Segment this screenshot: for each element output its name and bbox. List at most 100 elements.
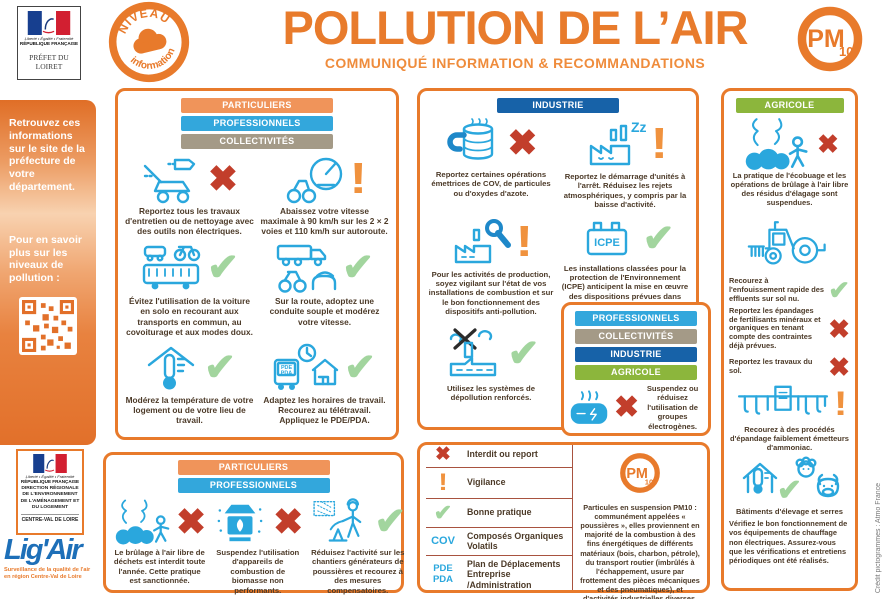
tag-collectivites: COLLECTIVITÉS [575,329,697,344]
item-caption: Reportez tous les travaux d'entretien ou… [125,206,254,237]
svg-text:PDA: PDA [281,370,292,376]
list-item: PDE PDA ✔ Adaptez les horaires de travai… [257,340,392,428]
item-caption: Suspendez l'utilisation d'appareils de c… [216,548,300,595]
item-caption: Évitez l'utilisation de la voiture en so… [126,296,253,337]
panel-citizens-tags: PARTICULIERS PROFESSIONNELS COLLECTIVITÉ… [118,98,396,149]
list-item: Reportez les épandages de fertilisants m… [729,305,850,351]
vigilance-mark: ! [833,385,848,423]
item-caption: Pour les activités de production, soyez … [428,269,554,317]
vigilance-mark: ! [438,468,448,496]
list-item: ✖ Reportez tous les travaux d'entretien … [122,151,257,239]
stamp-exclamation: ! [145,35,155,54]
svg-text:PDE: PDE [281,365,292,371]
item-caption: Sur la route, adoptez une conduite soupl… [269,296,380,327]
dreal-name: DIRECTION RÉGIONALE DE L'ENVIRONNEMENT D… [20,486,80,511]
list-item: ! Pour les activités de production, soye… [424,213,558,323]
item-caption: Recourez à l'enfouissement rapide des ef… [729,276,824,303]
niveau-information-stamp: NIVEAU ! information [106,0,192,85]
tag-professionnels: PROFESSIONNELS [181,116,333,131]
list-item: Reportez les travaux du sol. ✖ [729,354,850,380]
icpe-icon: ICPE [586,221,627,255]
panel-legend: ✖ Interdit ou report ! Vigilance ✔ Bonne… [417,442,710,599]
vigilance-mark: ! [650,119,669,168]
sidebar-info-text: Retrouvez ces informations sur le site d… [9,117,85,193]
french-flag-icon [27,11,71,35]
cloud-alert-icon [133,28,167,54]
forbid-mark: ✖ [435,443,451,465]
svg-text:10: 10 [645,478,654,487]
good-practice-mark: ✔ [374,501,407,543]
ligair-tagline: Surveillance de la qualité de l'air en r… [4,567,91,581]
item-caption: Abaissez votre vitesse maximale à 90 km/… [260,206,389,237]
good-practice-mark: ✔ [642,217,675,260]
list-item: ✔ Sur la route, adoptez une conduite sou… [257,239,392,339]
pm10-badge-small: PM 10 [620,453,660,493]
prefecture-name: PRÉFET DU LOIRET [29,53,69,72]
item-caption: Modérez la température de votre logement… [125,394,254,425]
item-caption: Suspendez ou réduisez l'utilisation de g… [646,384,699,431]
list-item: ! Recourez à des procédés d'épandage fai… [729,383,850,452]
tag-agricole: AGRICOLE [735,98,844,113]
legend-label: Plan de Déplacements Entreprise /Adminis… [467,558,561,590]
forbid-mark: ✖ [828,313,850,344]
list-item: ✔ Utilisez les systèmes de dépollution r… [424,323,558,406]
work-schedule-icon: PDE PDA [273,343,339,390]
item-caption: Recourez à des procédés d'épandage faibl… [730,425,849,452]
good-practice-mark: ✔ [342,247,374,290]
page-subtitle: COMMUNIQUÉ INFORMATION & RECOMMANDATIONS [324,55,706,71]
item-caption: Le brûlage à l'air libre de déchets est … [113,548,206,586]
item-caption: La pratique de l'écobuage et les opérati… [730,171,849,207]
item-caption: Reportez le démarrage d'unités à l'arrêt… [563,172,687,210]
sidebar-orange-block: Retrouvez ces informations sur le site d… [0,100,96,445]
depollution-icon [449,328,496,377]
prefecture-republic: RÉPUBLIQUE FRANÇAISE [19,41,79,46]
spreader-icon [737,385,828,415]
dreal-logo: Liberté • Égalité • Fraternité RÉPUBLIQU… [16,449,84,535]
list-item: ✔ Bâtiments d'élevage et serres [729,456,850,516]
good-practice-mark: ✔ [776,474,803,507]
smooth-driving-icon [276,245,337,294]
open-burning-icon [115,499,170,545]
vigilance-mark: ! [349,154,367,203]
forbid-mark: ✖ [817,129,839,159]
panel-generators: PROFESSIONNELS COLLECTIVITÉS INDUSTRIE A… [561,302,711,436]
prefecture-motto: Liberté • Égalité • Fraternité [24,36,74,41]
good-practice-mark: ✔ [204,346,236,389]
forbid-mark: ✖ [176,501,207,542]
combustion-maintenance-icon [454,218,512,263]
pictogram-credit: Crédit pictogrammes : Atmo France [875,482,882,593]
tag-professionnels: PROFESSIONNELS [575,311,697,326]
item-caption: Vérifiez le bon fonctionnement de vos éq… [729,519,848,565]
pm-label: PM [807,25,845,53]
french-flag-icon [33,454,67,473]
panel-burning-tags: PARTICULIERS PROFESSIONNELS [106,460,401,493]
forbid-mark: ✖ [507,122,538,163]
list-item: ✖ Reportez certaines opérations émettric… [424,115,558,213]
good-practice-mark: ✔ [507,332,540,375]
biomass-stove-icon [217,504,263,542]
list-item: ! Abaissez votre vitesse maximale à 90 k… [257,151,392,239]
pm10-badge: PM 10 [792,2,868,78]
vigilance-mark: ! [515,216,534,266]
svg-text:ICPE: ICPE [594,237,620,249]
forbid-mark: ✖ [828,352,850,382]
dreal-republic: RÉPUBLIQUE FRANÇAISE [20,479,80,484]
list-item: ✖ La pratique de l'écobuage et les opéra… [729,117,850,207]
legend-label: Composés Organiques Volatils [467,530,564,552]
svg-text:Zz': Zz' [631,119,647,135]
livestock-icon [742,456,839,498]
ligair-logo: Lig'Air Surveillance de la qualité de l'… [4,536,96,582]
legend-row: PDE PDA Plan de Déplacements Entreprise … [426,556,572,594]
speed-limit-icon [286,157,342,204]
item-caption: Adaptez les horaires de travail. Recoure… [263,394,386,425]
qr-code-icon [22,299,74,352]
sidebar-qr-label: Pour en savoir plus sur les niveaux de p… [9,233,82,285]
pde-pda-key: PDE PDA [432,562,454,585]
home-temperature-icon [147,346,195,390]
tag-particuliers: PARTICULIERS [181,98,333,113]
item-caption: Reportez les épandages de fertilisants m… [729,305,821,351]
tag-agricole: AGRICOLE [575,365,697,380]
pm10-definition: PM 10 Particules en suspension PM10 : co… [572,445,707,599]
panel-agriculture: AGRICOLE ✖ La pratique de l'écobuage et … [721,88,858,591]
dreal-region: CENTRE-VAL DE LOIRE [21,513,79,523]
